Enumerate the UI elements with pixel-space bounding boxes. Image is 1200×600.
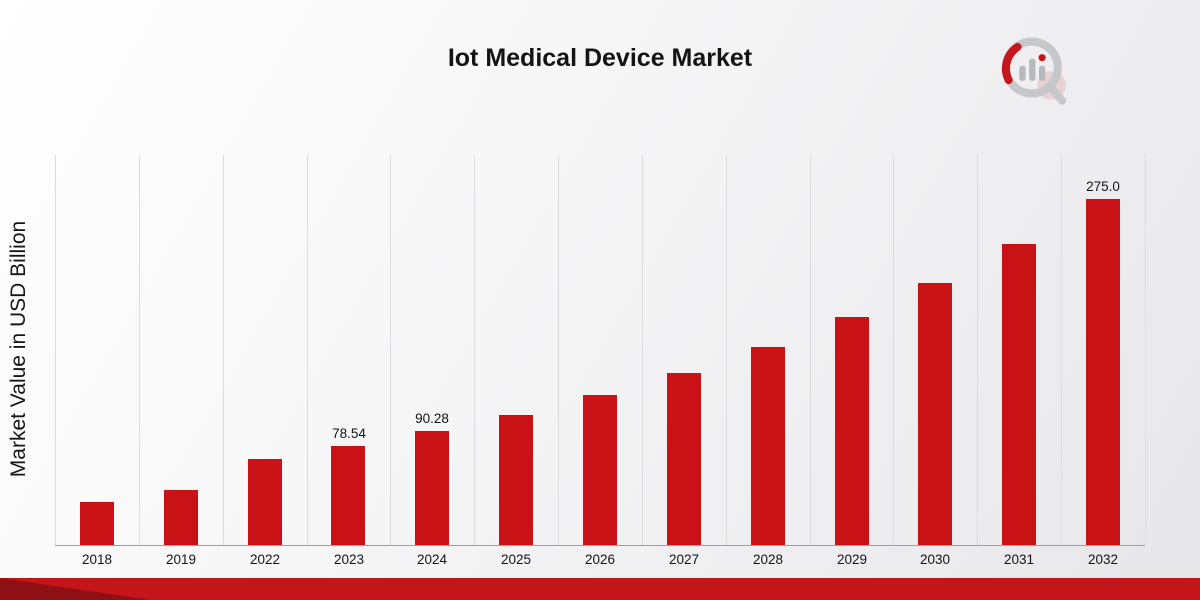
x-tick-2025: 2025 (500, 552, 532, 567)
footer-accent-band (0, 578, 1200, 600)
gridline (139, 155, 140, 545)
bar-value-label-2032: 275.0 (1086, 179, 1120, 194)
gridline (474, 155, 475, 545)
gridline (558, 155, 559, 545)
bar-value-label-2024: 90.28 (415, 411, 449, 426)
bar-2027 (667, 373, 701, 545)
gridline (977, 155, 978, 545)
x-tick-2032: 2032 (1087, 552, 1119, 567)
brand-logo-icon (1001, 37, 1067, 105)
gridline (1061, 155, 1062, 545)
x-tick-2027: 2027 (668, 552, 700, 567)
bar-2019 (164, 490, 198, 545)
bar-2031 (1002, 244, 1036, 545)
x-tick-2023: 2023 (333, 552, 365, 567)
gridline (307, 155, 308, 545)
x-axis: 2018 2019 2022 2023 2024 2025 2026 2027 2028 2029… (55, 552, 1145, 572)
x-tick-2018: 2018 (81, 552, 113, 567)
x-tick-2028: 2028 (752, 552, 784, 567)
gridline (726, 155, 727, 545)
bar-2024 (415, 431, 449, 545)
gridline (223, 155, 224, 545)
bar-value-label-2023: 78.54 (332, 426, 366, 441)
gridline (55, 155, 56, 545)
chart-title: Iot Medical Device Market (447, 44, 753, 72)
bar-2018 (80, 502, 114, 545)
x-tick-2029: 2029 (836, 552, 868, 567)
gridline (642, 155, 643, 545)
x-tick-2024: 2024 (416, 552, 448, 567)
gridline (1145, 155, 1146, 545)
gridline (893, 155, 894, 545)
x-tick-2031: 2031 (1003, 552, 1035, 567)
x-tick-2030: 2030 (919, 552, 951, 567)
bar-2026 (583, 395, 617, 545)
gridline (810, 155, 811, 545)
y-axis-label: Market Value in USD Billion (7, 220, 30, 478)
x-tick-2022: 2022 (249, 552, 281, 567)
bar-2029 (835, 317, 869, 545)
gridline (390, 155, 391, 545)
bar-2030 (918, 283, 952, 545)
bar-2028 (751, 347, 785, 545)
x-tick-2026: 2026 (584, 552, 616, 567)
x-tick-2019: 2019 (165, 552, 197, 567)
bar-2023 (331, 446, 365, 545)
bar-2032 (1086, 199, 1120, 545)
plot-area: 78.54 90.28 275.0 (55, 155, 1146, 546)
bar-2025 (499, 415, 533, 545)
bar-2022 (248, 459, 282, 545)
